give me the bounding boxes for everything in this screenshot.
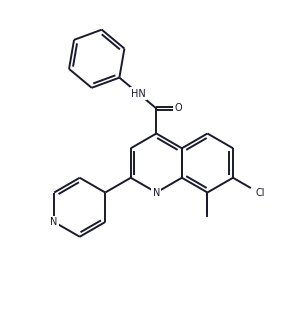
Text: O: O xyxy=(175,103,182,113)
Text: HN: HN xyxy=(131,89,146,99)
Text: N: N xyxy=(153,187,160,198)
Text: Cl: Cl xyxy=(255,188,265,198)
Text: N: N xyxy=(50,217,58,227)
